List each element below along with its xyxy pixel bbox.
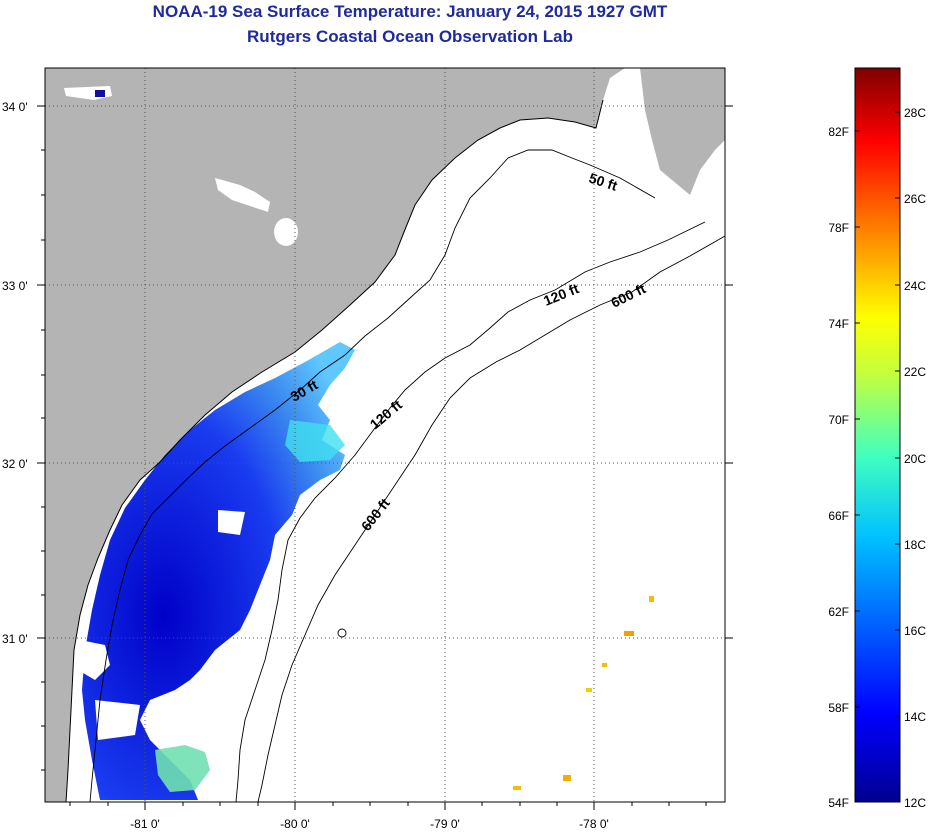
colorbar-f-70: 70F: [828, 413, 849, 427]
sst-pixel: [649, 596, 654, 602]
lat-label-31: 31 0': [2, 632, 28, 646]
cloud-gap: [78, 640, 110, 680]
colorbar-f-82: 82F: [828, 125, 849, 139]
colorbar-f-66: 66F: [828, 509, 849, 523]
colorbar-c-24: 24C: [904, 279, 926, 293]
lon-label-79: -79 0': [430, 817, 460, 831]
colorbar-ticks: [855, 111, 900, 803]
sst-pixel: [602, 663, 607, 667]
colorbar-f-74: 74F: [828, 317, 849, 331]
cloud-patch: [274, 218, 298, 246]
land-mass-north: [640, 68, 725, 195]
colorbar-f-62: 62F: [828, 605, 849, 619]
colorbar-c-28: 28C: [904, 106, 926, 120]
lat-label-33: 33 0': [2, 279, 28, 293]
lon-label-78: -78 0': [579, 817, 609, 831]
lon-label-81: -81 0': [130, 817, 160, 831]
map-subtitle: Rutgers Coastal Ocean Observation Lab: [247, 27, 573, 46]
lon-label-80: -80 0': [280, 817, 310, 831]
cloud-patch: [215, 178, 270, 212]
lat-label-34: 34 0': [2, 100, 28, 114]
contour-seamount: [337, 628, 347, 638]
colorbar: [854, 67, 901, 803]
contour-50ft: [89, 149, 656, 802]
sst-data-region: [82, 342, 355, 800]
coastline: [65, 99, 604, 802]
sst-pixel: [563, 775, 571, 781]
colorbar-c-16: 16C: [904, 624, 926, 638]
axis-ticks: [37, 105, 733, 810]
colorbar-c-18: 18C: [904, 538, 926, 552]
sst-cyan-patch: [285, 420, 345, 462]
sst-pixel: [624, 631, 634, 636]
colorbar-c-14: 14C: [904, 710, 926, 724]
colorbar-c-22: 22C: [904, 365, 926, 379]
sst-warm-patch: [155, 745, 210, 792]
land-mass: [45, 68, 625, 802]
sst-pixel: [586, 688, 592, 692]
colorbar-c-12: 12C: [904, 796, 926, 810]
sst-pixel: [513, 786, 521, 790]
colorbar-c-20: 20C: [904, 452, 926, 466]
contour-120ft: [235, 221, 706, 802]
colorbar-c-26: 26C: [904, 192, 926, 206]
colorbar-f-78: 78F: [828, 221, 849, 235]
plot-frame: [44, 67, 726, 803]
sst-pixel: [95, 90, 105, 97]
lat-label-32: 32 0': [2, 457, 28, 471]
colorbar-f-58: 58F: [828, 701, 849, 715]
cloud-gap: [95, 700, 140, 740]
colorbar-f-54: 54F: [828, 796, 849, 810]
map-title: NOAA-19 Sea Surface Temperature: January…: [152, 2, 668, 21]
grid-lines: [45, 68, 725, 802]
contour-600ft: [257, 235, 725, 802]
cloud-gap: [218, 510, 245, 535]
